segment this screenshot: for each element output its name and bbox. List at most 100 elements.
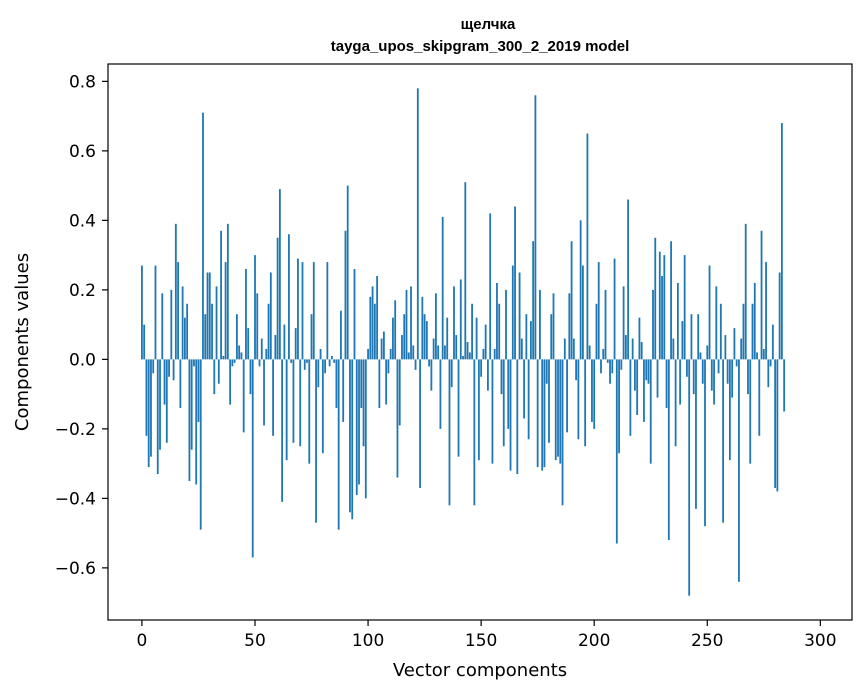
x-tick-label: 50 bbox=[244, 631, 266, 651]
bar bbox=[634, 359, 636, 391]
bar bbox=[679, 359, 682, 405]
bar bbox=[177, 262, 180, 360]
bar bbox=[188, 359, 191, 482]
bar bbox=[193, 359, 195, 367]
bar bbox=[525, 314, 528, 360]
bar bbox=[683, 255, 686, 360]
bar bbox=[640, 342, 643, 360]
bar bbox=[575, 359, 578, 381]
bar bbox=[190, 359, 193, 450]
bar bbox=[455, 335, 458, 360]
bar bbox=[609, 359, 611, 384]
bar bbox=[658, 251, 661, 360]
bar bbox=[529, 321, 532, 360]
bar bbox=[620, 359, 623, 370]
bar bbox=[254, 255, 256, 360]
bar bbox=[586, 133, 589, 360]
bar bbox=[581, 265, 584, 360]
bar bbox=[242, 359, 245, 433]
bar bbox=[251, 359, 254, 558]
x-axis-label: Vector components bbox=[393, 660, 567, 681]
bar bbox=[498, 303, 501, 360]
bar bbox=[480, 359, 483, 377]
bar bbox=[686, 359, 688, 377]
x-tick-label: 200 bbox=[578, 631, 610, 651]
bar bbox=[206, 272, 209, 360]
bar bbox=[724, 335, 727, 360]
bar bbox=[163, 359, 166, 405]
bar bbox=[441, 216, 444, 360]
bar bbox=[523, 359, 525, 419]
bar bbox=[584, 359, 587, 447]
bar bbox=[288, 234, 290, 360]
bar bbox=[168, 359, 170, 377]
bar bbox=[618, 359, 620, 454]
bar bbox=[780, 123, 783, 360]
bar bbox=[595, 303, 598, 360]
bar bbox=[450, 359, 453, 388]
bar bbox=[150, 359, 152, 457]
bar bbox=[670, 241, 672, 360]
bar bbox=[396, 359, 399, 478]
bar bbox=[502, 359, 505, 447]
bar bbox=[306, 359, 308, 363]
bar bbox=[548, 359, 550, 443]
bar bbox=[604, 289, 607, 360]
bar bbox=[756, 352, 758, 360]
bar bbox=[489, 213, 492, 360]
bar bbox=[439, 359, 442, 429]
bar bbox=[274, 335, 277, 360]
bar bbox=[511, 265, 514, 360]
bar bbox=[231, 359, 234, 367]
bar bbox=[412, 345, 415, 360]
bar bbox=[631, 338, 634, 360]
bar bbox=[141, 265, 143, 360]
bar bbox=[674, 359, 677, 447]
bar bbox=[217, 359, 220, 384]
bar bbox=[321, 359, 324, 454]
bar bbox=[410, 286, 412, 360]
bar bbox=[629, 359, 632, 436]
bar bbox=[484, 324, 487, 360]
bar bbox=[419, 359, 421, 488]
bar bbox=[606, 359, 609, 363]
bar bbox=[258, 359, 261, 367]
bar bbox=[505, 289, 507, 360]
bar bbox=[638, 317, 641, 360]
bar bbox=[398, 359, 401, 426]
bar bbox=[561, 359, 564, 506]
bar bbox=[554, 359, 557, 461]
bar bbox=[473, 359, 476, 506]
bar bbox=[362, 359, 365, 447]
bar bbox=[566, 359, 568, 433]
bar bbox=[482, 348, 485, 360]
bar bbox=[559, 359, 562, 464]
bar bbox=[541, 359, 544, 471]
y-tick-label: 0.6 bbox=[69, 142, 96, 162]
bar bbox=[236, 314, 238, 360]
bar bbox=[428, 359, 431, 367]
bar bbox=[572, 338, 575, 360]
bar bbox=[496, 282, 498, 360]
bar bbox=[276, 237, 279, 360]
bar bbox=[355, 359, 358, 495]
bar bbox=[742, 303, 745, 360]
bar bbox=[459, 279, 462, 360]
bar bbox=[652, 289, 654, 360]
bar bbox=[527, 359, 530, 440]
bar bbox=[152, 359, 155, 374]
bar bbox=[183, 317, 186, 360]
y-axis-label: Components values bbox=[12, 253, 33, 431]
bar bbox=[161, 293, 164, 360]
bar bbox=[735, 359, 738, 367]
bar bbox=[224, 262, 227, 360]
bar bbox=[715, 286, 718, 360]
bar bbox=[213, 359, 216, 395]
bar bbox=[717, 359, 720, 374]
bar bbox=[364, 359, 367, 499]
x-tick-label: 100 bbox=[352, 631, 384, 651]
bar bbox=[731, 359, 734, 398]
bar bbox=[416, 88, 419, 360]
x-axis-ticks: 0 50 100 150 200 250 300 bbox=[137, 620, 837, 651]
